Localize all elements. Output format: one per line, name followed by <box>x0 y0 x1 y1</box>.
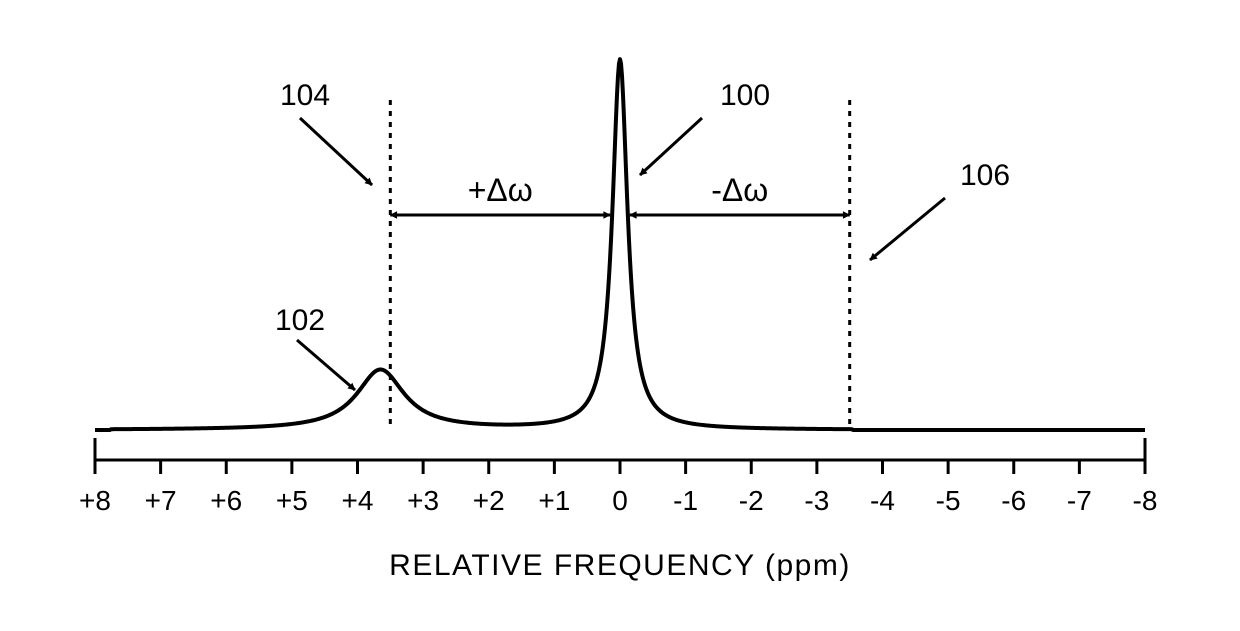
axis-tick-label: +7 <box>145 485 177 516</box>
axis-tick-label: -7 <box>1067 485 1092 516</box>
callout-label-106: 106 <box>960 159 1010 192</box>
axis-tick-label: +3 <box>407 485 439 516</box>
axis-title: RELATIVE FREQUENCY (ppm) <box>389 549 851 582</box>
callout-arrow-100 <box>640 118 702 175</box>
axis-tick-label: -5 <box>936 485 961 516</box>
axis-tick-label: -4 <box>870 485 895 516</box>
callout-arrow-104 <box>300 118 372 185</box>
axis-tick-label: -1 <box>673 485 698 516</box>
axis-tick-label: +1 <box>538 485 570 516</box>
spectrum-curve <box>95 59 1145 430</box>
callout-arrow-106 <box>870 198 945 260</box>
axis-tick-label: +4 <box>342 485 374 516</box>
callout-label-104: 104 <box>280 79 330 112</box>
axis-tick-label: +8 <box>79 485 111 516</box>
callout-label-102: 102 <box>275 304 325 337</box>
callout-label-100: 100 <box>720 79 770 112</box>
delta-label-positive: +Δω <box>468 172 533 208</box>
spectrum-figure: +8 +7 +6 +5 +4 +3 +2 +1 0 -1 -2 -3 -4 -5 -6 -7 -8 RELATIV… <box>0 0 1240 631</box>
delta-label-negative: -Δω <box>711 172 768 208</box>
axis-tick-label: +2 <box>473 485 505 516</box>
callout-arrow-102 <box>297 340 355 390</box>
axis-tick-label: 0 <box>612 485 628 516</box>
axis-tick-label: -2 <box>739 485 764 516</box>
axis-tick-label: -6 <box>1001 485 1026 516</box>
axis-tick-label: +6 <box>210 485 242 516</box>
axis-tick-label: -3 <box>804 485 829 516</box>
axis-tick-label: -8 <box>1133 485 1158 516</box>
axis-tick-label: +5 <box>276 485 308 516</box>
